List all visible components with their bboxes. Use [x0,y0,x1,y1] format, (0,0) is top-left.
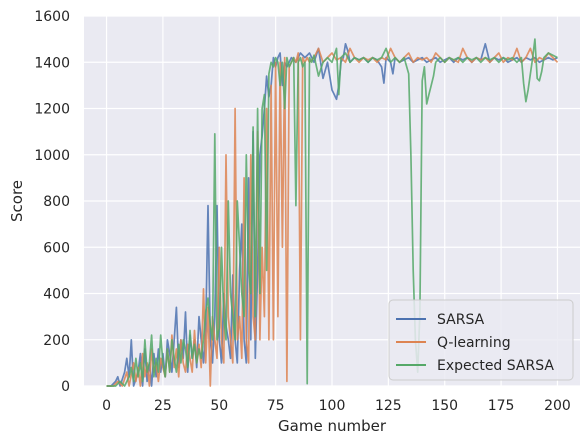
y-tick-label: 600 [43,240,70,256]
legend-box [388,299,574,381]
series-lines [106,38,559,387]
y-tick-label: 200 [43,333,70,349]
x-tick-label: 175 [488,398,515,414]
x-tick-labels: 0 25 50 75 100 125 150 175 200 [102,398,571,414]
x-tick-label: 50 [210,398,228,414]
y-tick-label: 0 [61,379,70,395]
grid-lines [84,15,580,387]
x-tick-label: 25 [154,398,172,414]
y-tick-labels: 0 200 400 600 800 1000 1200 1400 1600 [34,9,70,395]
y-tick-label: 800 [43,194,70,210]
x-tick-label: 100 [319,398,346,414]
legend-label: Q-learning [437,335,511,351]
x-tick-label: 125 [375,398,402,414]
series-line-expected-sarsa [106,38,558,387]
y-tick-label: 400 [43,287,70,303]
legend: SARSA Q-learning Expected SARSA [388,299,574,381]
y-tick-label: 1600 [34,9,70,25]
x-tick-label: 200 [544,398,571,414]
x-tick-label: 150 [431,398,458,414]
legend-label: Expected SARSA [437,358,554,374]
x-tick-label: 0 [102,398,111,414]
y-tick-label: 1400 [34,55,70,71]
y-tick-label: 1200 [34,102,70,118]
x-tick-label: 75 [267,398,285,414]
y-tick-label: 1000 [34,148,70,164]
y-axis-label: Score [8,180,26,222]
legend-label: SARSA [437,312,485,328]
x-axis-label: Game number [278,417,387,435]
